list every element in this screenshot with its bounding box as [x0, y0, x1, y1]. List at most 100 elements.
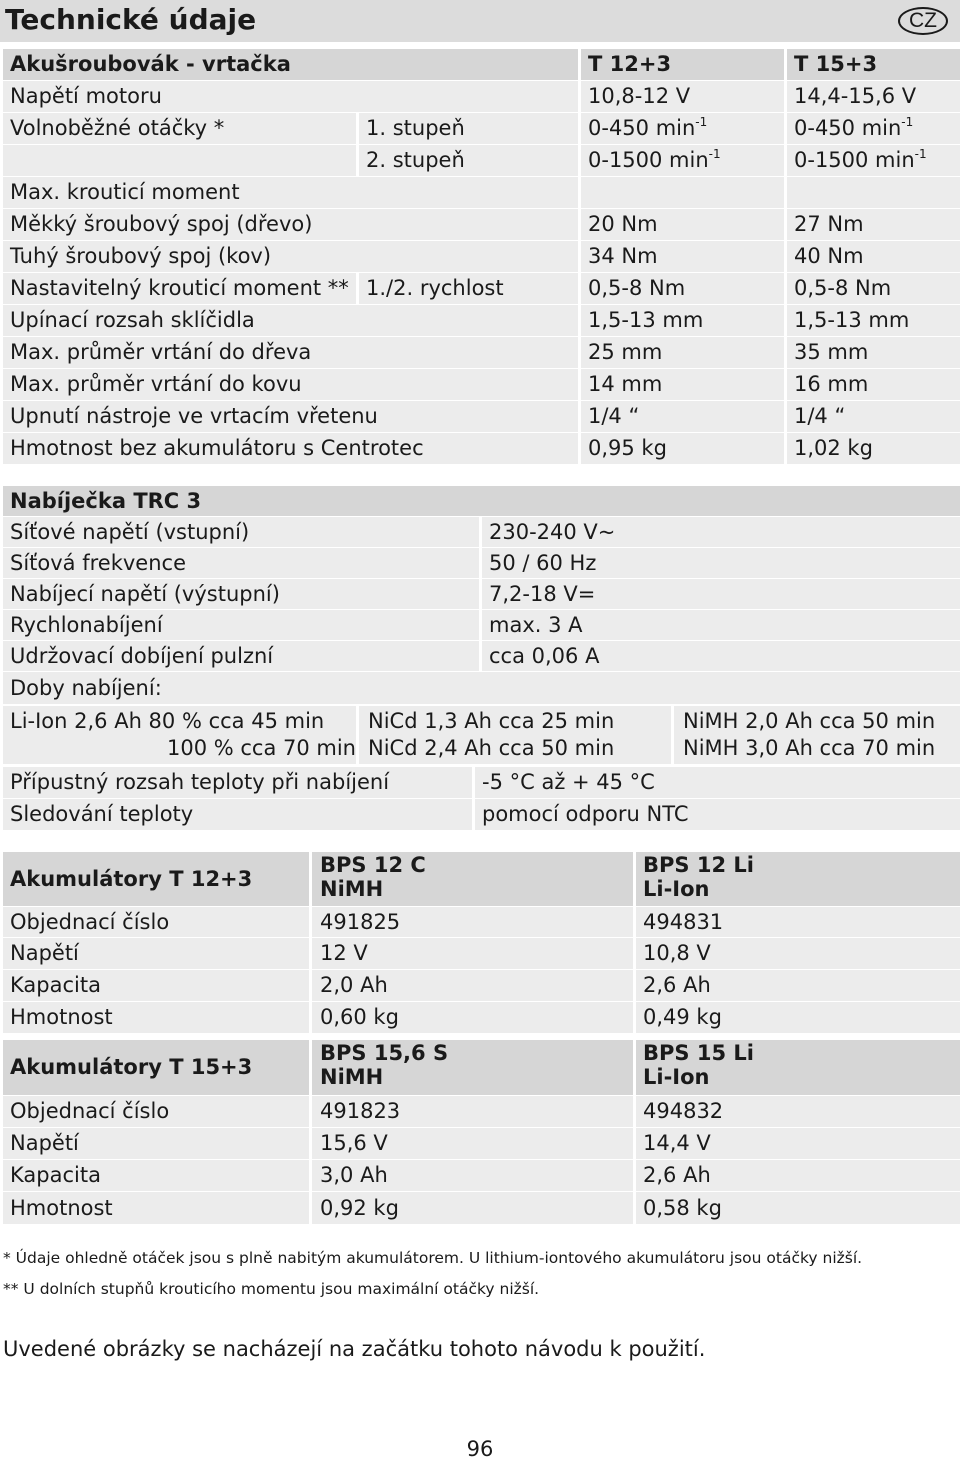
idle-speed-gear1-t15: 0-450 min-1	[787, 113, 960, 144]
footnote-torque: ** U dolních stupňů krouticího momentu j…	[3, 1280, 540, 1298]
table-row: Udržovací dobíjení pulzní cca 0,06 A	[3, 641, 960, 671]
charger-row-value: max. 3 A	[482, 610, 960, 640]
nicd-line-1: NiCd 1,3 Ah cca 25 min	[368, 709, 615, 733]
page-number: 96	[466, 1437, 494, 1461]
battery-row-value-2: 2,6 Ah	[636, 1160, 960, 1191]
temp-monitor-value: pomocí odporu NTC	[475, 799, 960, 830]
drill-metal-label: Max. průměr vrtání do kovu	[3, 369, 578, 400]
battery-t12-col1-model: BPS 12 C	[320, 853, 426, 877]
battery-t15-col1-model: BPS 15,6 S	[320, 1041, 449, 1065]
table-row: Hmotnost 0,60 kg 0,49 kg	[3, 1002, 960, 1033]
table-row: 2. stupeň 0-1500 min-1 0-1500 min-1	[3, 145, 960, 176]
adjustable-torque-t15: 0,5-8 Nm	[787, 273, 960, 304]
battery-row-label: Hmotnost	[3, 1192, 309, 1224]
battery-row-value-1: 3,0 Ah	[312, 1160, 633, 1191]
battery-t15-col2: BPS 15 Li Li-Ion	[636, 1040, 960, 1095]
charger-row-label: Nabíjecí napětí (výstupní)	[3, 579, 479, 609]
charge-times-label: Doby nabíjení:	[3, 672, 960, 704]
max-torque-t15	[787, 177, 960, 208]
table-row: Volnoběžné otáčky * 1. stupeň 0-450 min-…	[3, 113, 960, 144]
table-row: Síťová frekvence 50 / 60 Hz	[3, 548, 960, 578]
charger-row-value: cca 0,06 A	[482, 641, 960, 671]
weight-label: Hmotnost bez akumulátoru s Centrotec	[3, 433, 578, 464]
soft-joint-t12: 20 Nm	[581, 209, 784, 240]
battery-t15-col2-type: Li-Ion	[643, 1065, 710, 1089]
table-row: Max. krouticí moment	[3, 177, 960, 208]
battery-row-label: Objednací číslo	[3, 1096, 309, 1127]
weight-t15: 1,02 kg	[787, 433, 960, 464]
gear-1-label: 1. stupeň	[359, 113, 578, 144]
drill-model-1: T 12+3	[581, 49, 784, 80]
table-row: Doby nabíjení:	[3, 672, 960, 704]
motor-voltage-label: Napětí motoru	[3, 81, 578, 112]
drill-metal-t15: 16 mm	[787, 369, 960, 400]
table-row: Síťové napětí (vstupní) 230-240 V~	[3, 517, 960, 547]
battery-t12-header-row: Akumulátory T 12+3 BPS 12 C NiMH BPS 12 …	[3, 852, 960, 906]
language-badge: CZ	[898, 7, 948, 35]
table-row: Max. průměr vrtání do dřeva 25 mm 35 mm	[3, 337, 960, 368]
battery-t12-col1-type: NiMH	[320, 877, 384, 901]
battery-t12-col1: BPS 12 C NiMH	[312, 852, 633, 906]
gear-2-label: 2. stupeň	[359, 145, 578, 176]
chuck-range-t15: 1,5-13 mm	[787, 305, 960, 336]
battery-row-value-1: 0,92 kg	[312, 1192, 633, 1224]
soft-joint-label: Měkký šroubový spoj (dřevo)	[3, 209, 578, 240]
hard-joint-t15: 40 Nm	[787, 241, 960, 272]
drill-model-2: T 15+3	[787, 49, 960, 80]
battery-t12-col2: BPS 12 Li Li-Ion	[636, 852, 960, 906]
battery-row-value-1: 2,0 Ah	[312, 970, 633, 1001]
drill-title: Akušroubovák - vrtačka	[3, 49, 578, 80]
table-row: Měkký šroubový spoj (dřevo) 20 Nm 27 Nm	[3, 209, 960, 240]
soft-joint-t15: 27 Nm	[787, 209, 960, 240]
idle-speed-gear2-t15: 0-1500 min-1	[787, 145, 960, 176]
table-row: Tuhý šroubový spoj (kov) 34 Nm 40 Nm	[3, 241, 960, 272]
table-row: Hmotnost 0,92 kg 0,58 kg	[3, 1192, 960, 1224]
charger-row-label: Síťové napětí (vstupní)	[3, 517, 479, 547]
motor-voltage-t15: 14,4-15,6 V	[787, 81, 960, 112]
nimh-line-1: NiMH 2,0 Ah cca 50 min	[683, 709, 936, 733]
hard-joint-t12: 34 Nm	[581, 241, 784, 272]
drill-metal-t12: 14 mm	[581, 369, 784, 400]
table-row: Upínací rozsah sklíčidla 1,5-13 mm 1,5-1…	[3, 305, 960, 336]
battery-row-value-1: 12 V	[312, 938, 633, 969]
drill-wood-t15: 35 mm	[787, 337, 960, 368]
adjustable-torque-speed: 1./2. rychlost	[359, 273, 578, 304]
spindle-t15: 1/4 “	[787, 401, 960, 432]
table-row: Napětí motoru 10,8-12 V 14,4-15,6 V	[3, 81, 960, 112]
charger-row-value: 7,2-18 V=	[482, 579, 960, 609]
charger-title: Nabíječka TRC 3	[3, 486, 960, 516]
table-row: Upnutí nástroje ve vrtacím vřetenu 1/4 “…	[3, 401, 960, 432]
table-row: Objednací číslo 491823 494832	[3, 1096, 960, 1127]
battery-t15-col1: BPS 15,6 S NiMH	[312, 1040, 633, 1095]
temp-range-value: -5 °C až + 45 °C	[475, 767, 960, 798]
table-row: Kapacita 2,0 Ah 2,6 Ah	[3, 970, 960, 1001]
nicd-line-2: NiCd 2,4 Ah cca 50 min	[368, 736, 615, 760]
drill-wood-label: Max. průměr vrtání do dřeva	[3, 337, 578, 368]
battery-row-value-2: 10,8 V	[636, 938, 960, 969]
battery-row-value-2: 14,4 V	[636, 1128, 960, 1159]
battery-row-value-1: 491825	[312, 907, 633, 937]
hard-joint-label: Tuhý šroubový spoj (kov)	[3, 241, 578, 272]
battery-t15-title: Akumulátory T 15+3	[3, 1040, 309, 1095]
battery-row-label: Objednací číslo	[3, 907, 309, 937]
max-torque-label: Max. krouticí moment	[3, 177, 578, 208]
nimh-line-2: NiMH 3,0 Ah cca 70 min	[683, 736, 936, 760]
table-row: Napětí 15,6 V 14,4 V	[3, 1128, 960, 1159]
battery-t15-col2-model: BPS 15 Li	[643, 1041, 754, 1065]
charger-row-label: Rychlonabíjení	[3, 610, 479, 640]
idle-speed-gear2-t12: 0-1500 min-1	[581, 145, 784, 176]
table-row: Nabíjecí napětí (výstupní) 7,2-18 V=	[3, 579, 960, 609]
drill-wood-t12: 25 mm	[581, 337, 784, 368]
battery-row-value-2: 494832	[636, 1096, 960, 1127]
weight-t12: 0,95 kg	[581, 433, 784, 464]
battery-t12-col2-type: Li-Ion	[643, 877, 710, 901]
idle-speed-gear1-t12: 0-450 min-1	[581, 113, 784, 144]
nimh-charge-times: NiMH 2,0 Ah cca 50 min NiMH 3,0 Ah cca 7…	[674, 706, 960, 764]
table-row: Rychlonabíjení max. 3 A	[3, 610, 960, 640]
charger-row-value: 50 / 60 Hz	[482, 548, 960, 578]
battery-row-value-1: 15,6 V	[312, 1128, 633, 1159]
table-row: Max. průměr vrtání do kovu 14 mm 16 mm	[3, 369, 960, 400]
images-note: Uvedené obrázky se nacházejí na začátku …	[3, 1337, 706, 1361]
battery-row-value-2: 494831	[636, 907, 960, 937]
charge-times-row: Li-Ion 2,6 Ah 80 % cca 45 min 100 % cca …	[3, 706, 960, 764]
